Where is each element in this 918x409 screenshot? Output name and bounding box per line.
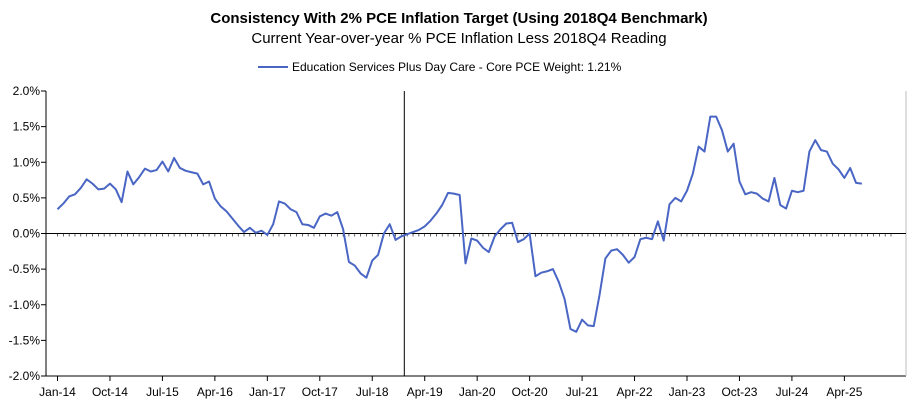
- x-tick-label: Jul-21: [566, 385, 599, 399]
- series-line: [56, 115, 862, 333]
- x-tick-label: Jul-24: [776, 385, 809, 399]
- x-tick-label: Jul-15: [146, 385, 179, 399]
- y-tick-label: -1.5%: [9, 333, 41, 347]
- y-tick-label: 2.0%: [13, 84, 41, 98]
- y-tick-label: 0.5%: [13, 191, 41, 205]
- x-tick-label: Jul-18: [356, 385, 389, 399]
- y-tick-label: 0.0%: [13, 227, 41, 241]
- x-tick-label: Jan-14: [39, 385, 76, 399]
- y-tick-label: -0.5%: [9, 262, 41, 276]
- chart-subtitle: Current Year-over-year % PCE Inflation L…: [251, 30, 666, 47]
- x-tick-label: Oct-17: [302, 385, 338, 399]
- x-tick-label: Apr-22: [617, 385, 653, 399]
- series-layer: [56, 115, 862, 333]
- y-tick-label: 1.5%: [13, 120, 41, 134]
- x-tick-label: Jan-17: [249, 385, 286, 399]
- x-tick-label: Oct-14: [92, 385, 128, 399]
- x-tick-label: Apr-19: [407, 385, 443, 399]
- legend: Education Services Plus Day Care - Core …: [258, 60, 622, 74]
- x-tick-label: Jan-23: [669, 385, 706, 399]
- x-tick-label: Apr-16: [197, 385, 233, 399]
- y-tick-label: 1.0%: [13, 155, 41, 169]
- legend-label: Education Services Plus Day Care - Core …: [292, 60, 622, 74]
- x-tick-label: Apr-25: [826, 385, 862, 399]
- y-tick-label: -2.0%: [9, 369, 41, 383]
- y-tick-label: -1.0%: [9, 298, 41, 312]
- axes: 2.0% 1.5% 1.0% 0.5% 0.0% -0.5% -1.0% -1.5% -2.0%…: [9, 84, 907, 399]
- x-tick-label: Oct-23: [721, 385, 757, 399]
- x-tick-label: Jan-20: [459, 385, 496, 399]
- x-tick-label: Oct-20: [512, 385, 548, 399]
- chart-title: Consistency With 2% PCE Inflation Target…: [210, 10, 707, 27]
